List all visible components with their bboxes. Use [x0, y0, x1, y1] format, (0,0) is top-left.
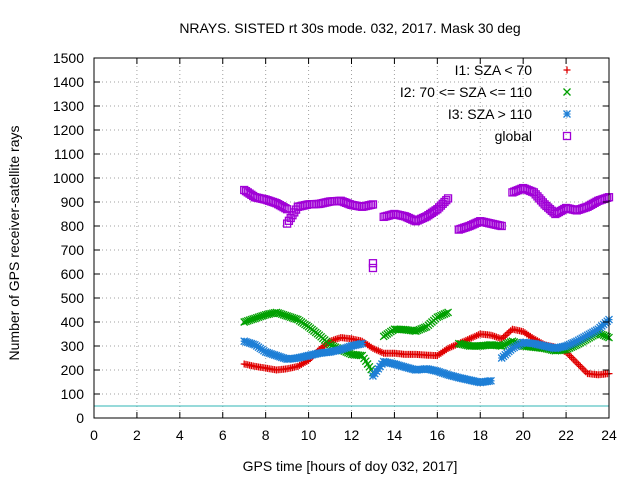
- y-tick-label: 300: [61, 338, 85, 354]
- x-tick-label: 2: [133, 427, 141, 443]
- y-tick-label: 600: [61, 266, 85, 282]
- x-tick-label: 18: [472, 427, 488, 443]
- legend-label: I3: SZA > 110: [448, 106, 532, 122]
- data-point-interp: [281, 204, 290, 213]
- y-tick-label: 0: [76, 410, 84, 426]
- data-point: [368, 200, 378, 209]
- data-point: [368, 259, 378, 268]
- x-tick-label: 10: [301, 427, 317, 443]
- data-point: [443, 194, 453, 203]
- data-point-interp: [503, 330, 511, 338]
- data-point-interp: [571, 338, 579, 346]
- x-tick-label: 12: [344, 427, 360, 443]
- x-tick-label: 16: [430, 427, 446, 443]
- ticks-layer: 0 2 4 6 8 10 12 14 16 18 20 22 240100200300400500600…: [53, 50, 617, 443]
- data-point: [562, 342, 571, 350]
- data-point-interp: [507, 327, 515, 335]
- y-tick-label: 500: [61, 290, 85, 306]
- y-tick-label: 1200: [53, 122, 84, 138]
- data-point: [368, 263, 378, 273]
- data-point: [497, 221, 506, 231]
- x-axis-label: GPS time [hours of doy 032, 2017]: [243, 458, 458, 474]
- y-tick-label: 1400: [53, 74, 84, 90]
- legend-marker: [563, 66, 571, 74]
- series-4: [240, 183, 614, 273]
- x-tick-label: 20: [515, 427, 531, 443]
- x-tick-label: 6: [219, 427, 227, 443]
- legend-marker: [563, 110, 571, 118]
- y-axis-label: Number of GPS receiver-satellite rays: [6, 126, 22, 361]
- x-tick-label: 0: [90, 427, 98, 443]
- y-tick-label: 400: [61, 314, 85, 330]
- legend-marker: [562, 131, 572, 141]
- data-point-interp: [442, 309, 451, 318]
- y-tick-label: 1500: [53, 50, 84, 66]
- grid-layer: [94, 58, 609, 418]
- data-point: [444, 308, 453, 317]
- data-point: [487, 376, 495, 385]
- data-point-interp: [565, 340, 574, 349]
- y-tick-label: 100: [61, 386, 85, 402]
- x-tick-label: 14: [387, 427, 403, 443]
- y-tick-label: 1100: [54, 146, 84, 162]
- legend-label: I2: 70 <= SZA <= 110: [400, 84, 532, 100]
- data-point-interp: [563, 341, 572, 350]
- data-point-interp: [571, 357, 579, 365]
- data-point-interp: [569, 338, 578, 347]
- y-tick-label: 1300: [53, 98, 84, 114]
- y-tick-label: 700: [61, 242, 85, 258]
- legend: I1: SZA < 70 I2: 70 <= SZA <= 110 I3: SZA …: [400, 62, 572, 144]
- x-tick-label: 4: [176, 427, 184, 443]
- chart-title: NRAYS. SISTED rt 30s mode. 032, 2017. Ma…: [179, 20, 520, 36]
- legend-label: I1: SZA < 70: [455, 62, 533, 78]
- y-tick-label: 1000: [53, 170, 84, 186]
- y-tick-label: 900: [61, 194, 85, 210]
- legend-label: global: [495, 128, 532, 144]
- x-tick-label: 8: [262, 427, 270, 443]
- data-point-interp: [420, 323, 429, 332]
- data-point-interp: [603, 332, 612, 341]
- data-point-interp: [580, 366, 588, 374]
- data-point-interp: [442, 196, 451, 205]
- x-tick-label: 22: [558, 427, 574, 443]
- y-tick-label: 800: [61, 218, 85, 234]
- x-tick-label: 24: [601, 427, 617, 443]
- y-tick-label: 200: [61, 362, 85, 378]
- legend-marker: [563, 88, 571, 96]
- data-points-layer: [240, 183, 614, 387]
- data-point: [358, 339, 367, 348]
- data-point-interp: [567, 339, 576, 348]
